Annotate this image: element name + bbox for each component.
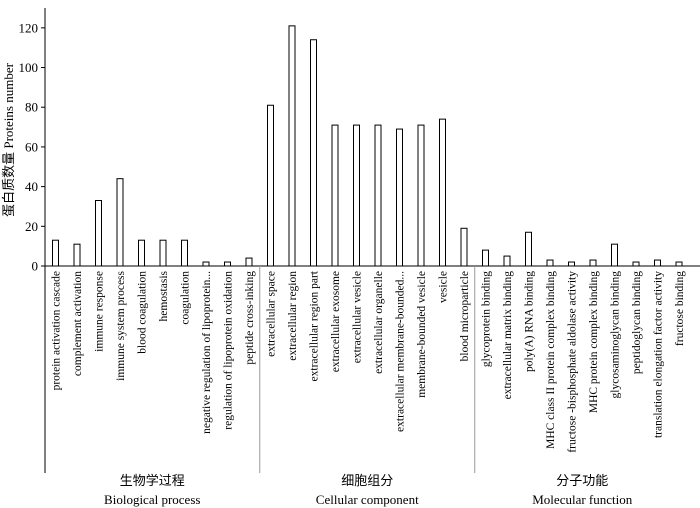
category-label: immune system process	[115, 270, 127, 380]
y-tick-label: 20	[25, 219, 38, 234]
y-tick-label: 0	[32, 259, 39, 274]
group-labels: 生物学过程 Biological process 细胞组分 Cellular comp…	[104, 266, 633, 507]
bar	[396, 128, 403, 267]
category-label: poly(A) RNA binding	[524, 271, 536, 372]
bar	[654, 259, 661, 267]
bar	[95, 200, 102, 267]
group-title-en: Cellular component	[316, 492, 419, 507]
y-tick-label: 80	[25, 100, 38, 115]
category-label: coagulation	[180, 271, 192, 325]
category-label: membrane-bounded vesicle	[416, 271, 428, 398]
category-label: extracellular exosome	[330, 271, 342, 372]
bar	[267, 104, 274, 267]
bar	[374, 124, 382, 267]
bar	[159, 239, 167, 267]
bar	[245, 257, 253, 267]
category-label: fructose -bisphosphate aldolase activity	[567, 271, 579, 453]
category-label: extracellular organelle	[373, 271, 385, 374]
bar	[568, 261, 575, 267]
group-title-cn: 细胞组分	[341, 473, 393, 488]
bar	[181, 239, 188, 267]
category-label: glycosaminoglycan binding	[610, 271, 622, 399]
bars	[52, 25, 683, 267]
bar	[73, 243, 81, 267]
bar	[611, 243, 618, 267]
bar	[632, 261, 640, 267]
bar	[138, 239, 145, 267]
category-label: immune response	[94, 271, 106, 352]
bar	[525, 231, 532, 267]
category-label: regulation of lipoprotein oxidation	[223, 271, 235, 430]
category-label: blood coagulation	[137, 271, 149, 354]
category-label: extracellular region	[287, 271, 299, 361]
y-ticks: 0 20 40 60 80 100 120	[19, 20, 45, 274]
bar	[310, 39, 317, 267]
bar	[589, 259, 597, 267]
y-axis-title: 蛋白质数量 Proteins number	[1, 62, 16, 216]
category-labels: protein activation cascade complement act…	[51, 270, 687, 453]
category-label: MHC class II protein complex binding	[545, 271, 557, 449]
category-label: MHC protein complex binding	[588, 271, 600, 413]
bar	[202, 261, 210, 267]
bar	[353, 124, 360, 267]
group-title-en: Biological process	[104, 492, 200, 507]
bar	[52, 239, 59, 267]
y-tick-label: 60	[25, 139, 38, 154]
bar	[224, 261, 231, 267]
bar	[675, 261, 683, 267]
category-label: protein activation cascade	[51, 271, 63, 390]
category-label: glycoprotein binding	[481, 271, 493, 367]
group-title-cn: 生物学过程	[120, 473, 185, 488]
category-label: blood microparticle	[459, 271, 471, 361]
category-label: extracellular membrane-bounded...	[395, 271, 407, 432]
y-tick-label: 120	[19, 20, 39, 35]
category-label: fructose binding	[674, 271, 686, 346]
category-label: complement activation	[72, 271, 84, 376]
bar	[288, 25, 296, 267]
category-label: peptide cross-inking	[244, 271, 256, 365]
y-tick-label: 100	[19, 60, 39, 75]
category-label: peptidoglycan binding	[631, 271, 643, 374]
category-label: extracellular space	[266, 271, 278, 357]
bar	[460, 227, 468, 267]
y-tick-label: 40	[25, 179, 38, 194]
category-label: translation elongation factor activity	[653, 271, 665, 438]
category-label: extracellular region part	[309, 270, 321, 381]
bar	[116, 178, 124, 267]
group-title-cn: 分子功能	[556, 473, 608, 488]
bar	[417, 124, 425, 267]
bar	[503, 255, 511, 267]
group-title-en: Molecular function	[532, 492, 632, 507]
bar	[331, 124, 339, 267]
category-label: extracellular matrix binding	[502, 271, 514, 400]
category-label: hemostasis	[158, 270, 170, 321]
bar	[482, 249, 489, 267]
category-label: negative regulation of lipoprotein...	[201, 271, 213, 434]
category-label: extracellular vesicle	[352, 271, 364, 363]
bar	[546, 259, 554, 267]
bar	[439, 118, 446, 267]
category-label: vesicle	[438, 271, 450, 303]
